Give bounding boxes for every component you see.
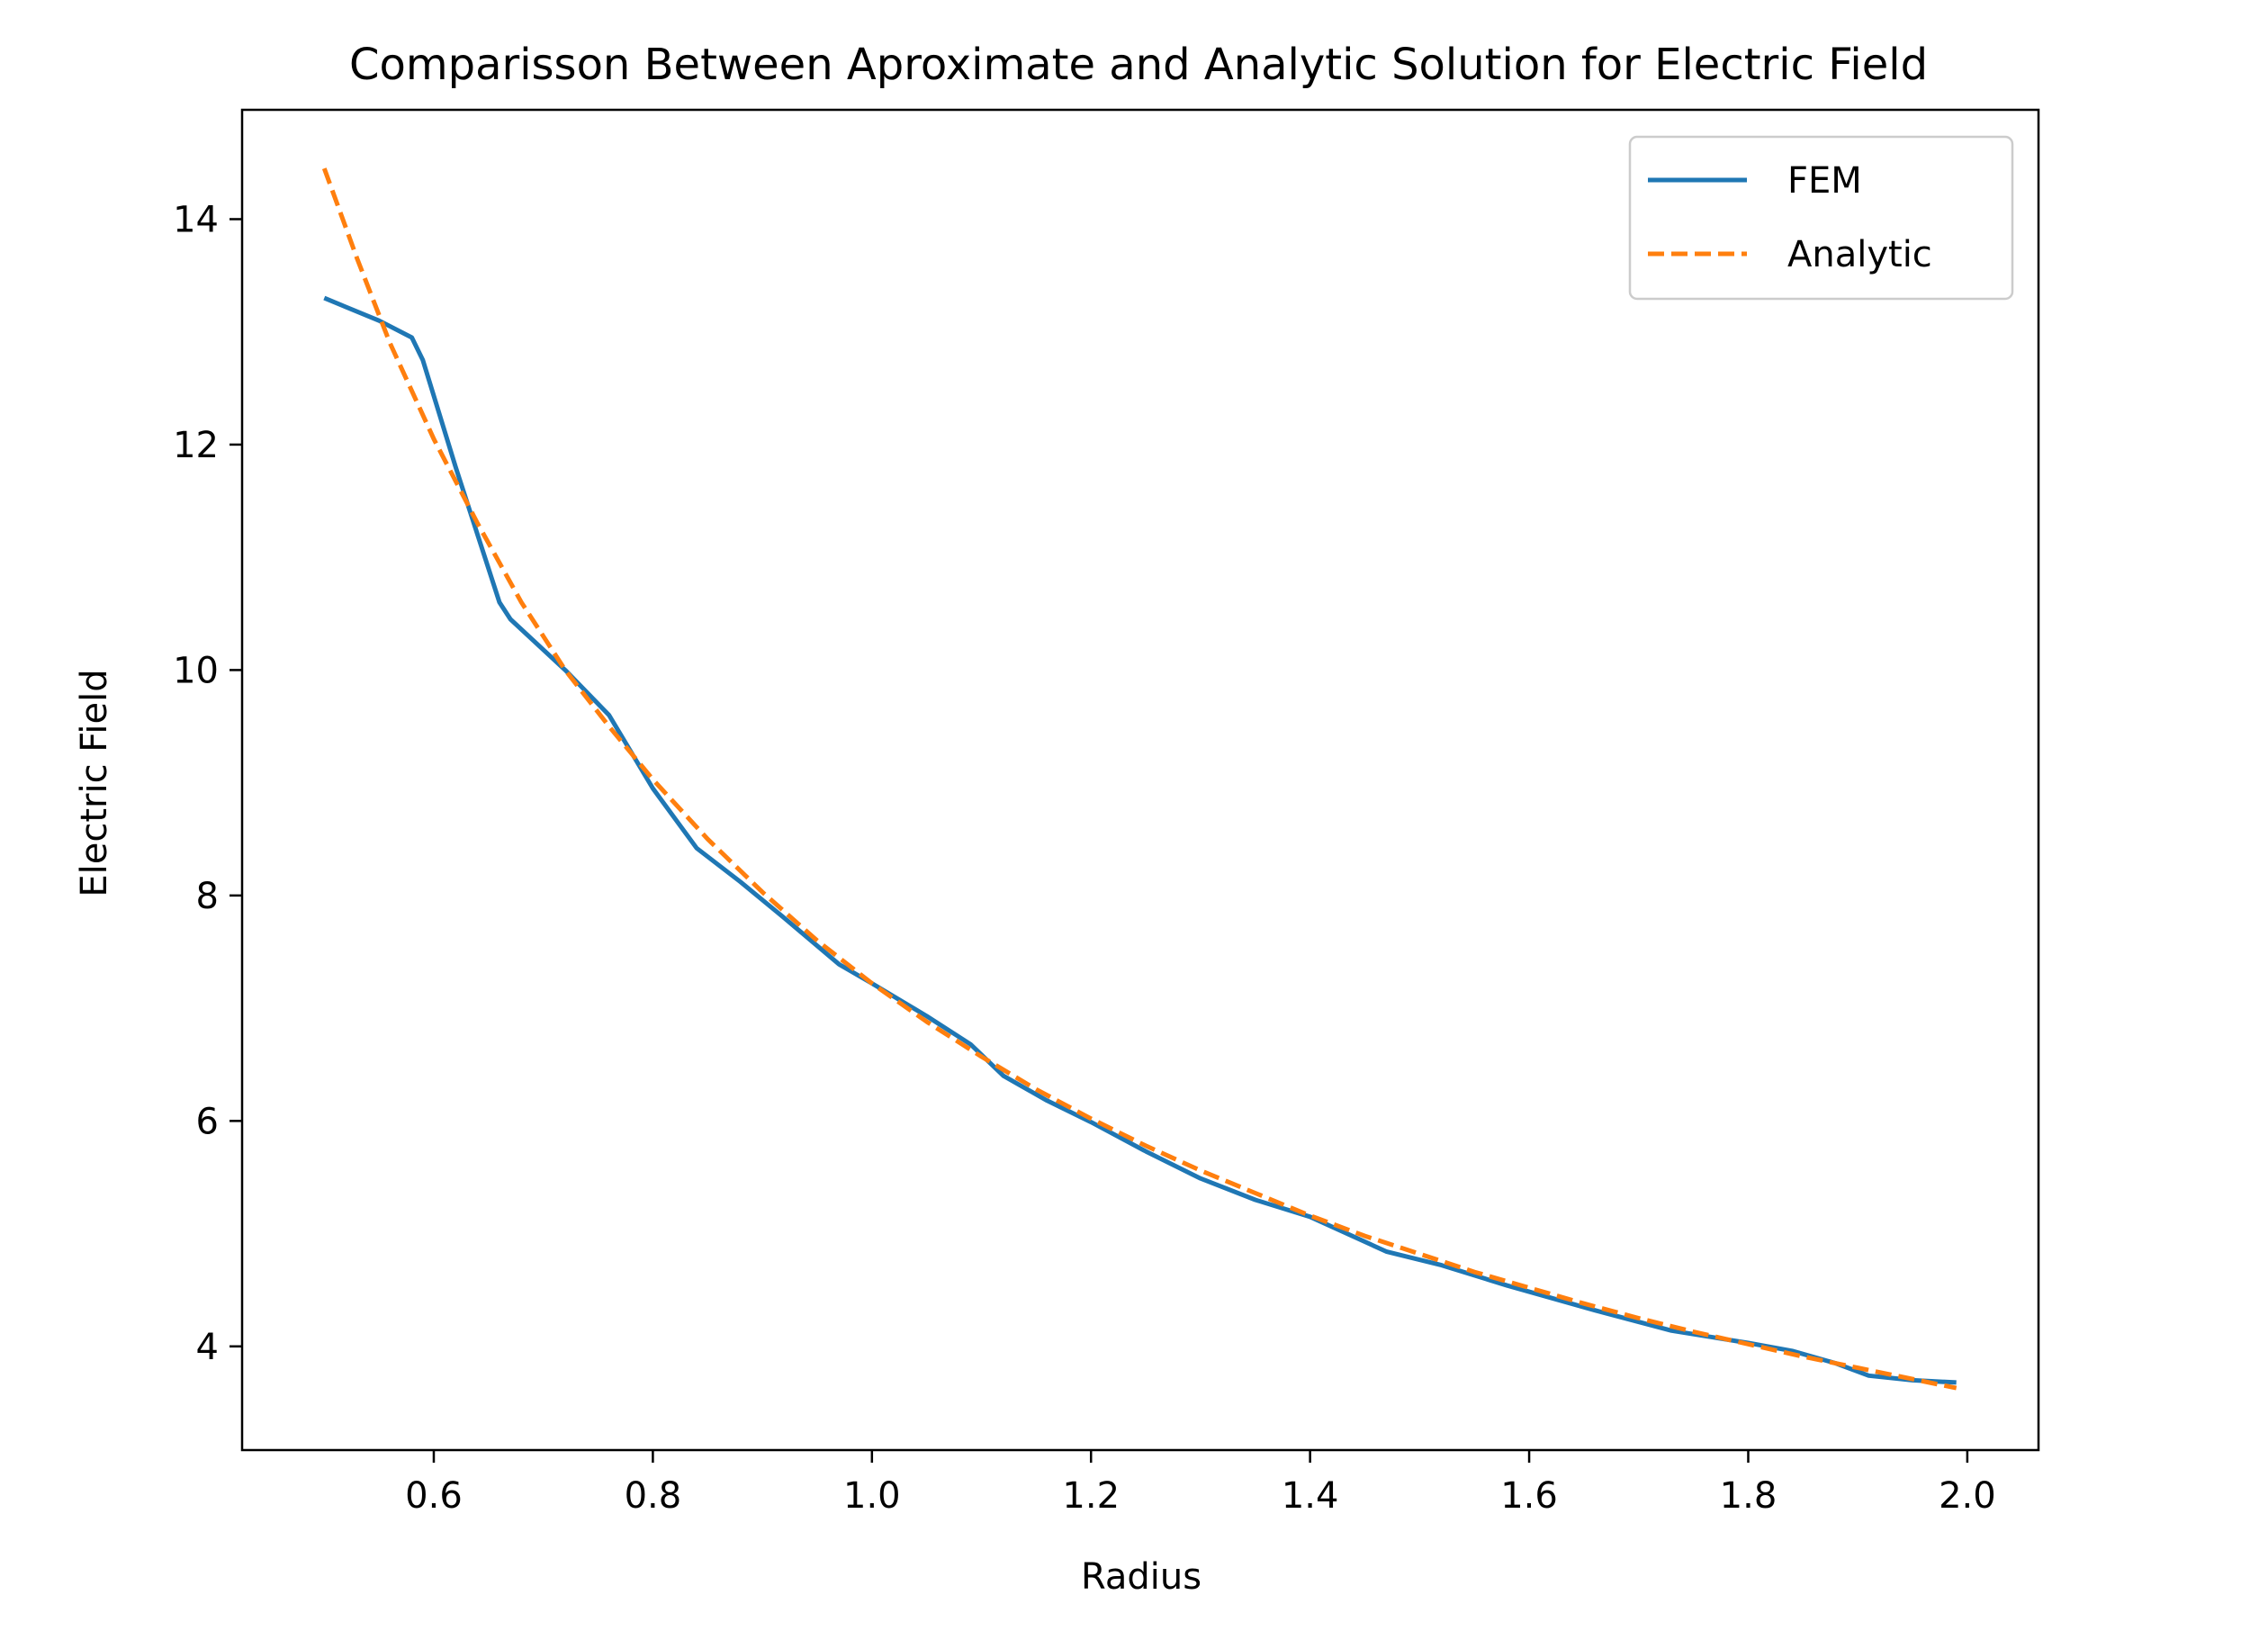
legend-label-analytic: Analytic: [1787, 234, 1932, 275]
x-tick-label: 0.6: [405, 1475, 463, 1517]
x-tick-label: 2.0: [1939, 1475, 1996, 1517]
legend: FEM Analytic: [1628, 135, 2014, 301]
x-tick-label: 1.0: [843, 1475, 901, 1517]
y-axis-label: Electric Field: [74, 669, 115, 897]
chart-title: Comparisson Between Aproximate and Analy…: [349, 40, 1928, 90]
x-tick-label: 1.6: [1500, 1475, 1558, 1517]
legend-box: [1628, 135, 2014, 301]
y-axis-ticks: 4 6 8 10 12 14: [173, 199, 242, 1368]
y-tick-label: 12: [173, 425, 219, 466]
x-tick-label: 0.8: [625, 1475, 682, 1517]
y-tick-label: 14: [173, 199, 219, 240]
axes-frame: [240, 108, 2040, 1452]
x-axis-ticks: 0.6 0.8 1.0 1.2 1.4 1.6 1.8 2.0: [405, 1450, 1996, 1517]
y-tick-label: 10: [173, 650, 219, 691]
series-line-analytic: [321, 167, 1958, 1391]
y-tick-label: 8: [196, 876, 219, 917]
legend-label-fem: FEM: [1787, 160, 1862, 202]
x-tick-label: 1.4: [1282, 1475, 1339, 1517]
x-tick-label: 1.2: [1062, 1475, 1120, 1517]
y-tick-label: 6: [196, 1101, 219, 1142]
x-axis-label: Radius: [1081, 1556, 1202, 1598]
x-tick-label: 1.8: [1720, 1475, 1778, 1517]
y-tick-label: 4: [196, 1327, 219, 1368]
